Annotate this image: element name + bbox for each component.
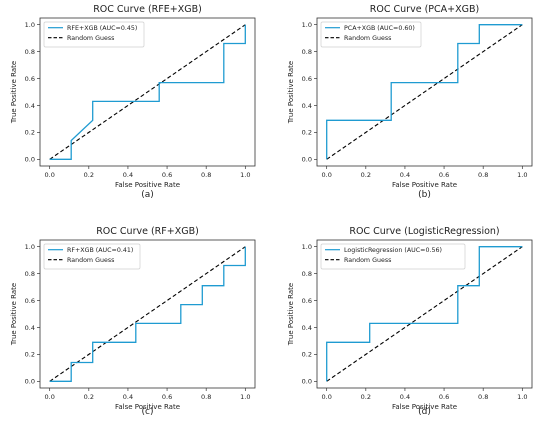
- y-tick-label: 0.4: [25, 102, 35, 110]
- panel-caption: (d): [418, 407, 431, 417]
- y-tick-label: 0.8: [302, 48, 312, 56]
- x-tick-label: 1.0: [240, 393, 250, 401]
- y-tick-label: 0.2: [25, 129, 35, 137]
- y-tick-label: 1.0: [302, 243, 312, 251]
- y-tick-label: 0.8: [25, 48, 35, 56]
- y-tick-label: 0.2: [302, 351, 312, 359]
- y-tick-label: 0.0: [302, 156, 312, 164]
- plot-frame: [316, 17, 533, 167]
- x-tick-label: 0.8: [478, 171, 488, 179]
- x-tick-label: 0.4: [123, 171, 133, 179]
- x-tick-label: 0.0: [45, 171, 55, 179]
- x-tick-label: 0.0: [322, 171, 332, 179]
- chart-title: ROC Curve (RFE+XGB): [93, 4, 202, 15]
- chart-title: ROC Curve (PCA+XGB): [370, 4, 479, 15]
- plot-frame: [39, 17, 256, 167]
- y-tick-label: 1.0: [25, 243, 35, 251]
- y-tick-label: 0.0: [25, 378, 35, 386]
- y-tick-label: 0.6: [302, 75, 312, 83]
- x-tick-label: 1.0: [517, 393, 527, 401]
- x-tick-label: 0.4: [400, 171, 410, 179]
- y-axis-label: True Positive Rate: [287, 61, 295, 124]
- x-axis-label: False Positive Rate: [392, 181, 457, 189]
- roc-panel-b: ROC Curve (PCA+XGB) 0.0 0.0 0.2 0.2 0.4 0.4 0.6…: [287, 4, 533, 200]
- legend-box: [320, 243, 466, 270]
- x-tick-label: 0.6: [439, 393, 449, 401]
- x-axis-label: False Positive Rate: [392, 403, 457, 411]
- x-tick-label: 0.4: [123, 393, 133, 401]
- x-tick-label: 0.6: [439, 171, 449, 179]
- roc-panel-c: ROC Curve (RF+XGB) 0.0 0.0 0.2 0.2 0.4 0.4 0.6 0…: [10, 226, 256, 417]
- x-tick-label: 0.2: [84, 393, 94, 401]
- y-axis-label: True Positive Rate: [287, 283, 295, 346]
- random-guess-line: [326, 24, 523, 160]
- y-tick-label: 1.0: [25, 21, 35, 29]
- chart-title: ROC Curve (RF+XGB): [96, 226, 199, 237]
- panel-caption: (a): [141, 190, 154, 200]
- y-tick-label: 0.6: [25, 297, 35, 305]
- roc-curve-line: [326, 246, 523, 382]
- x-tick-label: 0.8: [201, 171, 211, 179]
- x-tick-label: 0.2: [84, 171, 94, 179]
- x-axis-label: False Positive Rate: [115, 403, 180, 411]
- x-tick-label: 0.6: [162, 393, 172, 401]
- chart-title: ROC Curve (LogisticRegression): [349, 226, 499, 237]
- legend-box: [43, 21, 145, 48]
- roc-curve-line: [49, 246, 246, 382]
- y-tick-label: 0.2: [302, 129, 312, 137]
- x-tick-label: 1.0: [517, 171, 527, 179]
- legend-box: [320, 21, 422, 48]
- x-tick-label: 0.8: [201, 393, 211, 401]
- random-guess-line: [49, 24, 246, 160]
- y-axis-label: True Positive Rate: [10, 283, 18, 346]
- x-axis-label: False Positive Rate: [115, 181, 180, 189]
- y-tick-label: 0.2: [25, 351, 35, 359]
- legend-entry: Random Guess: [344, 35, 391, 42]
- legend-box: [43, 243, 141, 270]
- plot-frame: [316, 239, 533, 389]
- y-tick-label: 0.4: [25, 324, 35, 332]
- y-tick-label: 0.4: [302, 102, 312, 110]
- x-tick-label: 0.2: [361, 393, 371, 401]
- y-axis-label: True Positive Rate: [10, 61, 18, 124]
- y-tick-label: 0.8: [302, 270, 312, 278]
- legend-entry: PCA+XGB (AUC=0.60): [344, 25, 415, 32]
- y-tick-label: 0.8: [25, 270, 35, 278]
- y-tick-label: 1.0: [302, 21, 312, 29]
- random-guess-line: [326, 246, 523, 382]
- legend-entry: Random Guess: [67, 35, 114, 42]
- x-tick-label: 0.0: [322, 393, 332, 401]
- y-tick-label: 0.0: [25, 156, 35, 164]
- roc-curve-line: [326, 24, 523, 160]
- x-tick-label: 0.8: [478, 393, 488, 401]
- legend-entry: Random Guess: [344, 257, 391, 264]
- y-tick-label: 0.6: [25, 75, 35, 83]
- y-tick-label: 0.6: [302, 297, 312, 305]
- x-tick-label: 0.2: [361, 171, 371, 179]
- roc-panel-d: ROC Curve (LogisticRegression) 0.0 0.0 0.2 0…: [287, 226, 533, 417]
- x-tick-label: 1.0: [240, 171, 250, 179]
- y-tick-label: 0.4: [302, 324, 312, 332]
- x-tick-label: 0.0: [45, 393, 55, 401]
- legend-entry: LogisticRegression (AUC=0.56): [344, 247, 442, 254]
- roc-panel-a: ROC Curve (RFE+XGB) 0.0 0.0 0.2 0.2 0.4 0.4 0.6…: [10, 4, 256, 200]
- legend-entry: RF+XGB (AUC=0.41): [67, 247, 133, 254]
- legend-entry: RFE+XGB (AUC=0.45): [67, 25, 137, 32]
- panel-caption: (b): [418, 190, 431, 200]
- panel-caption: (c): [142, 407, 154, 417]
- plot-frame: [39, 239, 256, 389]
- y-tick-label: 0.0: [302, 378, 312, 386]
- roc-curve-line: [49, 24, 246, 160]
- x-tick-label: 0.4: [400, 393, 410, 401]
- x-tick-label: 0.6: [162, 171, 172, 179]
- legend-entry: Random Guess: [67, 257, 114, 264]
- random-guess-line: [49, 246, 246, 382]
